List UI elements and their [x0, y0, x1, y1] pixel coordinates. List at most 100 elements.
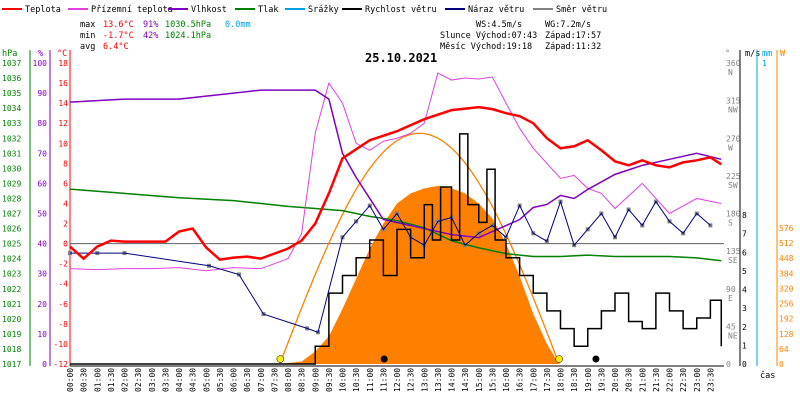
temp-tick: 8: [63, 159, 68, 168]
direction-tick-letter: SW: [728, 181, 738, 190]
humidity-tick: 10: [37, 330, 47, 339]
x-tick: 16:00: [502, 368, 511, 392]
solar-max-curve: [279, 132, 560, 365]
temp-tick: 12: [58, 119, 68, 128]
x-tick: 19:30: [597, 368, 606, 392]
x-tick: 17:00: [529, 368, 538, 392]
axis-lines: [29, 50, 778, 367]
solar-tick: 576: [779, 224, 794, 233]
ground-temp-line: [69, 72, 722, 272]
x-tick: 17:30: [543, 368, 552, 392]
wind-tick: 8: [742, 211, 747, 220]
direction-tick-letter: S: [728, 219, 733, 228]
pressure-tick: 1035: [2, 89, 21, 98]
direction-tick: 0: [726, 360, 731, 369]
pressure-tick: 1029: [2, 179, 21, 188]
legend-label-tlak: Tlak: [258, 5, 278, 15]
x-tick: 05:30: [216, 368, 225, 392]
solar-tick: 0: [779, 360, 784, 369]
x-tick: 01:30: [107, 368, 116, 392]
pressure-tick: 1030: [2, 164, 21, 173]
plot-area: [68, 72, 724, 365]
wind-gust-line: [70, 200, 711, 333]
solar-tick: 192: [779, 315, 794, 324]
direction-tick-letter: NE: [728, 331, 738, 340]
direction-tick-letter: SE: [728, 256, 738, 265]
pressure-tick: 1026: [2, 225, 21, 234]
humidity-tick: 30: [37, 270, 47, 279]
sunrise-text: Slunce Východ:07:43: [440, 31, 537, 41]
legend-label-smer: Směr větru: [556, 5, 607, 15]
pressure-tick: 1022: [2, 285, 21, 294]
x-tick: 07:00: [257, 368, 266, 392]
pressure-tick: 1034: [2, 104, 21, 113]
direction-tick-letter: NW: [728, 106, 738, 115]
wind-tick: 4: [742, 286, 747, 295]
stats-max-label: max: [80, 20, 95, 30]
solar-area: [279, 185, 560, 364]
direction-tick: 90: [726, 285, 736, 294]
x-tick: 12:30: [407, 368, 416, 392]
humidity-line: [69, 89, 722, 239]
x-tick: 02:00: [121, 368, 130, 392]
ws-value: WS:4.5m/s: [476, 20, 522, 30]
humidity-tick: 20: [37, 300, 47, 309]
temp-tick: 16: [58, 79, 68, 88]
legend-label-srazky: Srážky: [308, 5, 339, 15]
wind-tick: 2: [742, 323, 747, 332]
temp-tick: 6: [63, 179, 68, 188]
x-tick: 01:00: [93, 368, 102, 392]
x-tick: 21:00: [638, 368, 647, 392]
humidity-tick: 90: [37, 89, 47, 98]
temp-tick: 4: [63, 199, 68, 208]
moonset-marker: [380, 355, 388, 363]
x-tick: 14:00: [448, 368, 457, 392]
wind-tick: 7: [742, 230, 747, 239]
pressure-tick: 1021: [2, 300, 21, 309]
wind-tick: 3: [742, 304, 747, 313]
x-tick: 07:30: [270, 368, 279, 392]
stats-avg-label: avg: [80, 42, 95, 52]
humidity-tick: 70: [37, 149, 47, 158]
legend-item-tlak: Tlak: [235, 5, 278, 15]
pressure-tick: 1027: [2, 210, 21, 219]
x-tick: 12:00: [393, 368, 402, 392]
temp-tick: 18: [58, 59, 68, 68]
pressure-tick: 1019: [2, 330, 21, 339]
wg-value: WG:7.2m/s: [545, 20, 591, 30]
pressure-tick: 1024: [2, 255, 21, 264]
x-tick: 00:30: [80, 368, 89, 392]
x-tick: 06:00: [230, 368, 239, 392]
moonrise-text: Měsíc Východ:19:18: [440, 42, 532, 52]
x-tick: 06:30: [243, 368, 252, 392]
temp-tick: 0: [63, 240, 68, 249]
x-tick: 02:30: [134, 368, 143, 392]
wind-tick: 5: [742, 267, 747, 276]
x-tick: 09:00: [311, 368, 320, 392]
pressure-tick: 1036: [2, 74, 21, 83]
x-tick: 00:00: [66, 368, 75, 392]
direction-tick-letter: E: [728, 294, 733, 303]
temp-tick: -4: [58, 280, 68, 289]
x-tick: 04:00: [175, 368, 184, 392]
x-tick: 14:30: [461, 368, 470, 392]
x-tick: 22:30: [679, 368, 688, 392]
legend-item-rychlost: Rychlost větru: [342, 5, 437, 15]
pressure-tick: 1037: [2, 59, 21, 68]
deg-unit: °: [725, 49, 730, 59]
direction-tick-letter: W: [728, 143, 733, 152]
stats-avg-temp: 6.4°C: [103, 42, 129, 52]
solar-tick: 448: [779, 254, 794, 263]
legend-label-naraz: Náraz větru: [468, 5, 524, 15]
stats-min-press: 1024.1hPa: [165, 31, 211, 41]
stats-rain: 0.0mm: [225, 20, 251, 30]
humidity-tick: 80: [37, 119, 47, 128]
x-tick: 10:00: [339, 368, 348, 392]
x-tick: 11:00: [366, 368, 375, 392]
direction-tick: 135: [726, 247, 741, 256]
x-tick: 13:00: [420, 368, 429, 392]
stats-block: max 13.6°C 91% 1030.5hPa 0.0mm min -1.7°…: [80, 20, 251, 52]
temp-tick: -8: [58, 320, 68, 329]
wind-tick: 1: [742, 341, 747, 350]
pct-unit: %: [38, 49, 43, 59]
